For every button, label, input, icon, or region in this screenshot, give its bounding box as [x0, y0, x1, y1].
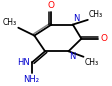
Text: CH₃: CH₃ [3, 18, 17, 27]
Text: CH₃: CH₃ [89, 10, 103, 19]
Text: O: O [101, 34, 108, 43]
Text: HN: HN [17, 58, 30, 67]
Text: NH₂: NH₂ [23, 75, 39, 84]
Text: O: O [48, 1, 55, 10]
Text: N: N [73, 14, 80, 23]
Text: N: N [69, 52, 75, 61]
Text: CH₃: CH₃ [85, 58, 99, 67]
